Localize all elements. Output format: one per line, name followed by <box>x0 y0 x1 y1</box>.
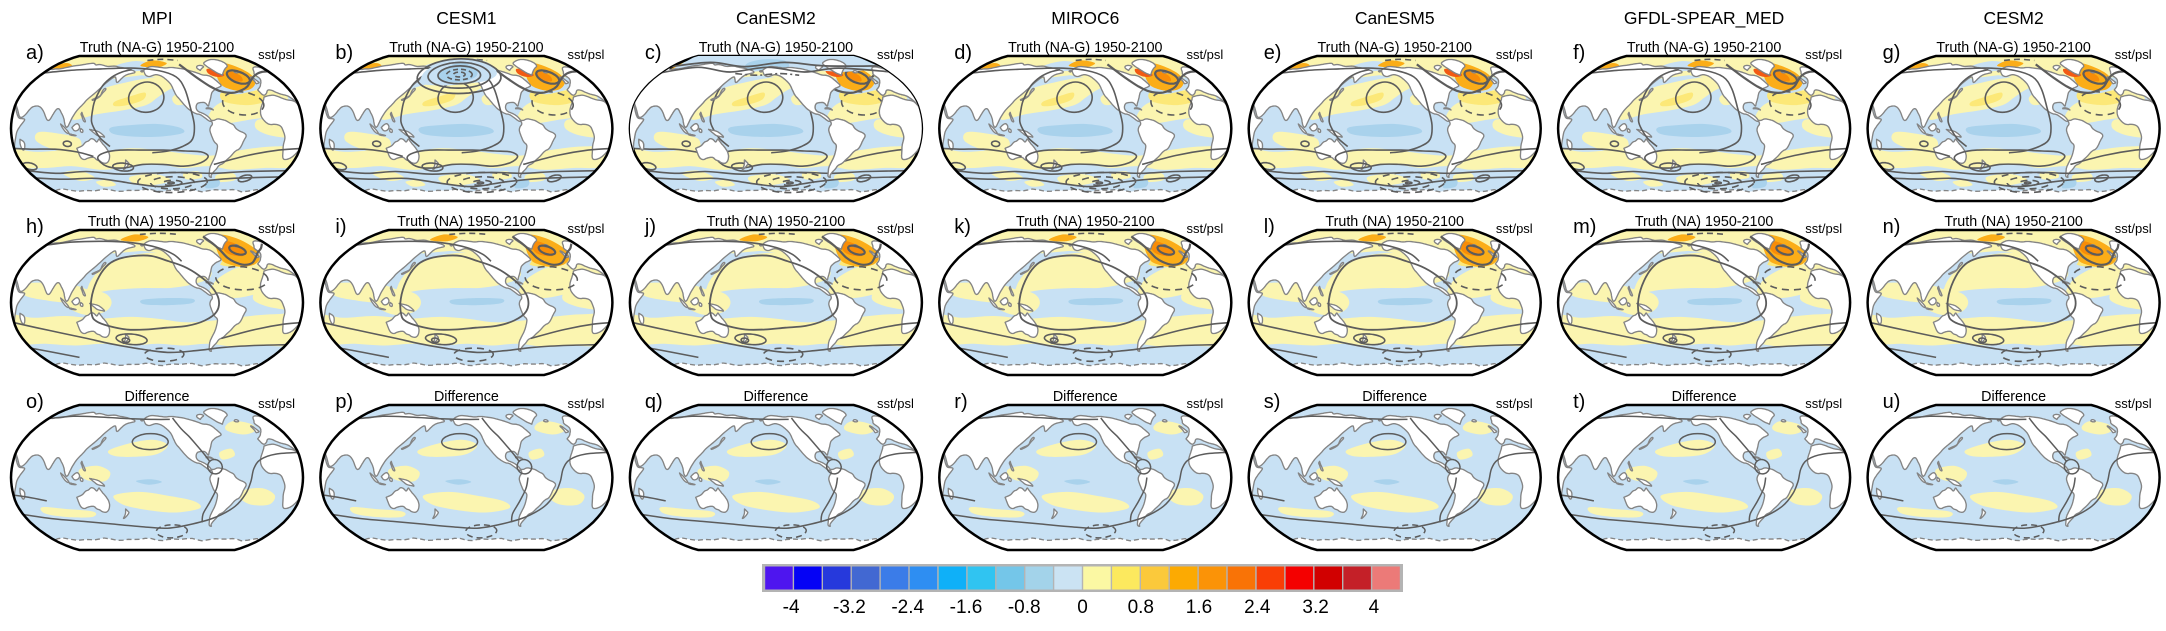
svg-text:c): c) <box>645 42 662 64</box>
svg-text:sst/psl: sst/psl <box>568 47 605 62</box>
svg-text:Difference: Difference <box>125 389 190 405</box>
svg-text:sst/psl: sst/psl <box>1186 47 1223 62</box>
svg-text:Difference: Difference <box>1672 389 1737 405</box>
svg-text:-4: -4 <box>783 597 800 618</box>
svg-text:d): d) <box>954 42 972 64</box>
svg-text:sst/psl: sst/psl <box>2115 47 2152 62</box>
svg-text:j): j) <box>644 216 656 238</box>
svg-text:k): k) <box>954 216 971 238</box>
svg-text:sst/psl: sst/psl <box>1186 396 1223 411</box>
svg-text:MPI: MPI <box>141 8 172 28</box>
svg-text:0.8: 0.8 <box>1128 597 1154 618</box>
svg-text:Difference: Difference <box>1053 389 1118 405</box>
svg-text:i): i) <box>335 216 346 238</box>
svg-text:sst/psl: sst/psl <box>258 396 295 411</box>
svg-text:MIROC6: MIROC6 <box>1051 8 1119 28</box>
svg-text:sst/psl: sst/psl <box>568 396 605 411</box>
svg-text:0: 0 <box>1077 597 1088 618</box>
svg-text:2.4: 2.4 <box>1244 597 1271 618</box>
svg-text:-2.4: -2.4 <box>891 597 924 618</box>
svg-text:Truth (NA) 1950-2100: Truth (NA) 1950-2100 <box>88 214 227 230</box>
svg-text:q): q) <box>645 391 663 413</box>
svg-text:sst/psl: sst/psl <box>2115 221 2152 236</box>
svg-text:Truth (NA-G) 1950-2100: Truth (NA-G) 1950-2100 <box>1008 40 1162 56</box>
svg-text:Difference: Difference <box>743 389 808 405</box>
svg-text:p): p) <box>335 391 353 413</box>
svg-text:sst/psl: sst/psl <box>877 221 914 236</box>
svg-text:3.2: 3.2 <box>1302 597 1328 618</box>
svg-text:CESM1: CESM1 <box>436 8 496 28</box>
svg-text:sst/psl: sst/psl <box>1805 396 1842 411</box>
svg-text:o): o) <box>26 391 44 413</box>
svg-text:t): t) <box>1573 391 1585 413</box>
svg-text:sst/psl: sst/psl <box>1496 396 1533 411</box>
svg-text:Truth (NA) 1950-2100: Truth (NA) 1950-2100 <box>707 214 846 230</box>
svg-text:Truth (NA) 1950-2100: Truth (NA) 1950-2100 <box>1016 214 1155 230</box>
svg-text:sst/psl: sst/psl <box>1805 47 1842 62</box>
svg-text:sst/psl: sst/psl <box>258 47 295 62</box>
svg-text:sst/psl: sst/psl <box>1496 221 1533 236</box>
svg-text:-1.6: -1.6 <box>950 597 983 618</box>
svg-text:-3.2: -3.2 <box>833 597 866 618</box>
svg-text:a): a) <box>26 42 44 64</box>
svg-text:sst/psl: sst/psl <box>2115 396 2152 411</box>
svg-text:sst/psl: sst/psl <box>568 221 605 236</box>
svg-text:Truth (NA) 1950-2100: Truth (NA) 1950-2100 <box>1944 214 2083 230</box>
svg-text:Truth (NA-G) 1950-2100: Truth (NA-G) 1950-2100 <box>80 40 234 56</box>
svg-text:sst/psl: sst/psl <box>877 47 914 62</box>
svg-text:4: 4 <box>1369 597 1380 618</box>
svg-text:sst/psl: sst/psl <box>1186 221 1223 236</box>
svg-text:h): h) <box>26 216 44 238</box>
svg-text:-0.8: -0.8 <box>1008 597 1041 618</box>
svg-text:Truth (NA-G) 1950-2100: Truth (NA-G) 1950-2100 <box>1627 40 1781 56</box>
svg-text:m): m) <box>1573 216 1596 238</box>
svg-text:CanESM5: CanESM5 <box>1355 8 1435 28</box>
svg-text:Truth (NA-G) 1950-2100: Truth (NA-G) 1950-2100 <box>1936 40 2090 56</box>
svg-text:sst/psl: sst/psl <box>1496 47 1533 62</box>
svg-text:f): f) <box>1573 42 1585 64</box>
svg-text:1.6: 1.6 <box>1186 597 1212 618</box>
svg-text:Difference: Difference <box>434 389 499 405</box>
svg-text:CanESM2: CanESM2 <box>736 8 816 28</box>
svg-text:Truth (NA) 1950-2100: Truth (NA) 1950-2100 <box>1635 214 1774 230</box>
svg-text:sst/psl: sst/psl <box>877 396 914 411</box>
svg-text:b): b) <box>335 42 353 64</box>
svg-text:u): u) <box>1883 391 1901 413</box>
svg-text:sst/psl: sst/psl <box>1805 221 1842 236</box>
svg-text:r): r) <box>954 391 967 413</box>
svg-text:n): n) <box>1883 216 1901 238</box>
svg-text:e): e) <box>1264 42 1282 64</box>
svg-text:CESM2: CESM2 <box>1983 8 2043 28</box>
svg-text:Difference: Difference <box>1362 389 1427 405</box>
svg-text:Difference: Difference <box>1981 389 2046 405</box>
svg-text:Truth (NA-G) 1950-2100: Truth (NA-G) 1950-2100 <box>699 40 853 56</box>
svg-text:s): s) <box>1264 391 1281 413</box>
svg-text:g): g) <box>1883 42 1901 64</box>
svg-text:Truth (NA) 1950-2100: Truth (NA) 1950-2100 <box>1325 214 1464 230</box>
svg-text:GFDL-SPEAR_MED: GFDL-SPEAR_MED <box>1624 8 1784 29</box>
svg-text:sst/psl: sst/psl <box>258 221 295 236</box>
svg-text:Truth (NA) 1950-2100: Truth (NA) 1950-2100 <box>397 214 536 230</box>
svg-text:Truth (NA-G) 1950-2100: Truth (NA-G) 1950-2100 <box>1317 40 1471 56</box>
svg-text:Truth (NA-G) 1950-2100: Truth (NA-G) 1950-2100 <box>389 40 543 56</box>
svg-text:l): l) <box>1264 216 1275 238</box>
